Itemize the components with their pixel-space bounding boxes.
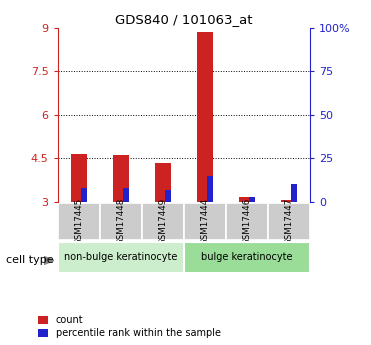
Bar	[123, 188, 129, 202]
Legend: count, percentile rank within the sample: count, percentile rank within the sample	[38, 315, 221, 338]
Bar	[184, 242, 310, 273]
Bar	[226, 203, 268, 240]
Bar	[184, 203, 226, 240]
Bar	[81, 188, 87, 202]
Text: GSM17444: GSM17444	[200, 198, 209, 245]
Bar	[165, 190, 171, 202]
Bar	[249, 197, 255, 202]
Bar	[239, 197, 255, 202]
Bar	[142, 203, 184, 240]
Bar	[70, 154, 86, 202]
Bar	[112, 155, 129, 202]
Bar	[207, 176, 213, 202]
Bar	[197, 32, 213, 202]
Text: cell type: cell type	[6, 256, 53, 265]
Polygon shape	[44, 256, 54, 265]
Bar	[281, 200, 297, 202]
Text: GSM17447: GSM17447	[284, 198, 293, 245]
Text: GSM17448: GSM17448	[116, 198, 125, 245]
Bar	[58, 203, 99, 240]
Bar	[268, 203, 310, 240]
Title: GDS840 / 101063_at: GDS840 / 101063_at	[115, 13, 252, 27]
Text: GSM17446: GSM17446	[242, 198, 251, 245]
Bar	[58, 242, 184, 273]
Text: GSM17445: GSM17445	[74, 198, 83, 245]
Bar	[292, 184, 297, 202]
Bar	[155, 162, 171, 202]
Text: bulge keratinocyte: bulge keratinocyte	[201, 253, 292, 262]
Bar	[99, 203, 142, 240]
Text: GSM17449: GSM17449	[158, 198, 167, 245]
Text: non-bulge keratinocyte: non-bulge keratinocyte	[64, 253, 177, 262]
